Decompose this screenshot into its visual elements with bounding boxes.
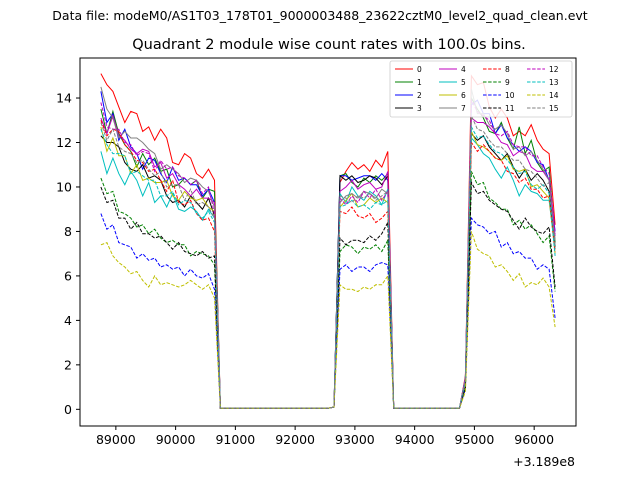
legend-label-1: 1 — [417, 78, 422, 87]
legend-label-0: 0 — [417, 65, 422, 74]
legend-label-8: 8 — [505, 65, 510, 74]
legend-label-4: 4 — [461, 65, 466, 74]
y-tick-label: 6 — [64, 268, 72, 283]
x-tick-label: 90000 — [156, 432, 196, 447]
legend-label-15: 15 — [549, 104, 559, 113]
x-tick-label: 89000 — [96, 432, 136, 447]
suptitle: Data file: modeM0/AS1T03_178T01_90000034… — [52, 8, 587, 23]
plot-area — [100, 73, 556, 409]
axes-frame — [79, 57, 577, 427]
legend-label-5: 5 — [461, 78, 466, 87]
y-tick-label: 2 — [64, 357, 72, 372]
legend-label-13: 13 — [549, 78, 559, 87]
legend-label-3: 3 — [417, 104, 422, 113]
legend-label-2: 2 — [417, 91, 422, 100]
x-tick-label: 95000 — [455, 432, 495, 447]
y-tick-label: 10 — [56, 179, 72, 194]
x-tick-label: 93000 — [335, 432, 375, 447]
legend-label-12: 12 — [549, 65, 559, 74]
x-offset-label: +3.189e8 — [513, 454, 575, 469]
y-tick-label: 14 — [56, 91, 72, 106]
legend-label-11: 11 — [505, 104, 515, 113]
legend-box — [389, 60, 573, 118]
y-tick-label: 4 — [64, 313, 72, 328]
series-line-15 — [100, 115, 556, 409]
axes-ticks: 89000 90000 91000 92000 93000 94000 95000 96000… — [56, 91, 554, 447]
x-tick-label: 91000 — [215, 432, 255, 447]
legend-label-14: 14 — [549, 91, 559, 100]
series-line-10 — [100, 213, 556, 409]
y-tick-label: 0 — [64, 402, 72, 417]
x-tick-label: 92000 — [275, 432, 315, 447]
x-tick-label: 94000 — [395, 432, 435, 447]
legend-label-6: 6 — [461, 91, 466, 100]
chart-title: Quadrant 2 module wise count rates with … — [132, 37, 526, 53]
legend-label-7: 7 — [461, 104, 466, 113]
y-tick-label: 12 — [56, 135, 72, 150]
legend-label-10: 10 — [505, 91, 515, 100]
legend-label-9: 9 — [505, 78, 510, 87]
x-tick-label: 96000 — [514, 432, 554, 447]
y-tick-label: 8 — [64, 224, 72, 239]
